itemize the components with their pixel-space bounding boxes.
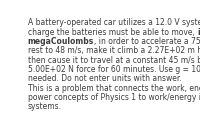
Text: , in order to accelerate a 750 kg car from: , in order to accelerate a 750 kg car fr… <box>94 37 200 46</box>
Text: charge the batteries must be able to move,: charge the batteries must be able to mov… <box>28 28 197 37</box>
Text: 5.00E+02 N force for 60 minutes. Use g = 10 m/s², if: 5.00E+02 N force for 60 minutes. Use g =… <box>28 65 200 74</box>
Text: rest to 48 m/s, make it climb a 2.27E+02 m high hill, and: rest to 48 m/s, make it climb a 2.27E+02… <box>28 46 200 55</box>
Text: then cause it to travel at a constant 45 m/s by exerting a: then cause it to travel at a constant 45… <box>28 56 200 65</box>
Text: megaCoulombs: megaCoulombs <box>28 37 94 46</box>
Text: This is a problem that connects the work, energy, and: This is a problem that connects the work… <box>28 84 200 93</box>
Text: systems.: systems. <box>28 102 62 111</box>
Text: A battery-operated car utilizes a 12.0 V system. Find the: A battery-operated car utilizes a 12.0 V… <box>28 18 200 27</box>
Text: power concepts of Physics 1 to work/energy in electrical: power concepts of Physics 1 to work/ener… <box>28 93 200 102</box>
Text: needed. Do not enter units with answer.: needed. Do not enter units with answer. <box>28 74 182 83</box>
Text: in: in <box>197 28 200 37</box>
